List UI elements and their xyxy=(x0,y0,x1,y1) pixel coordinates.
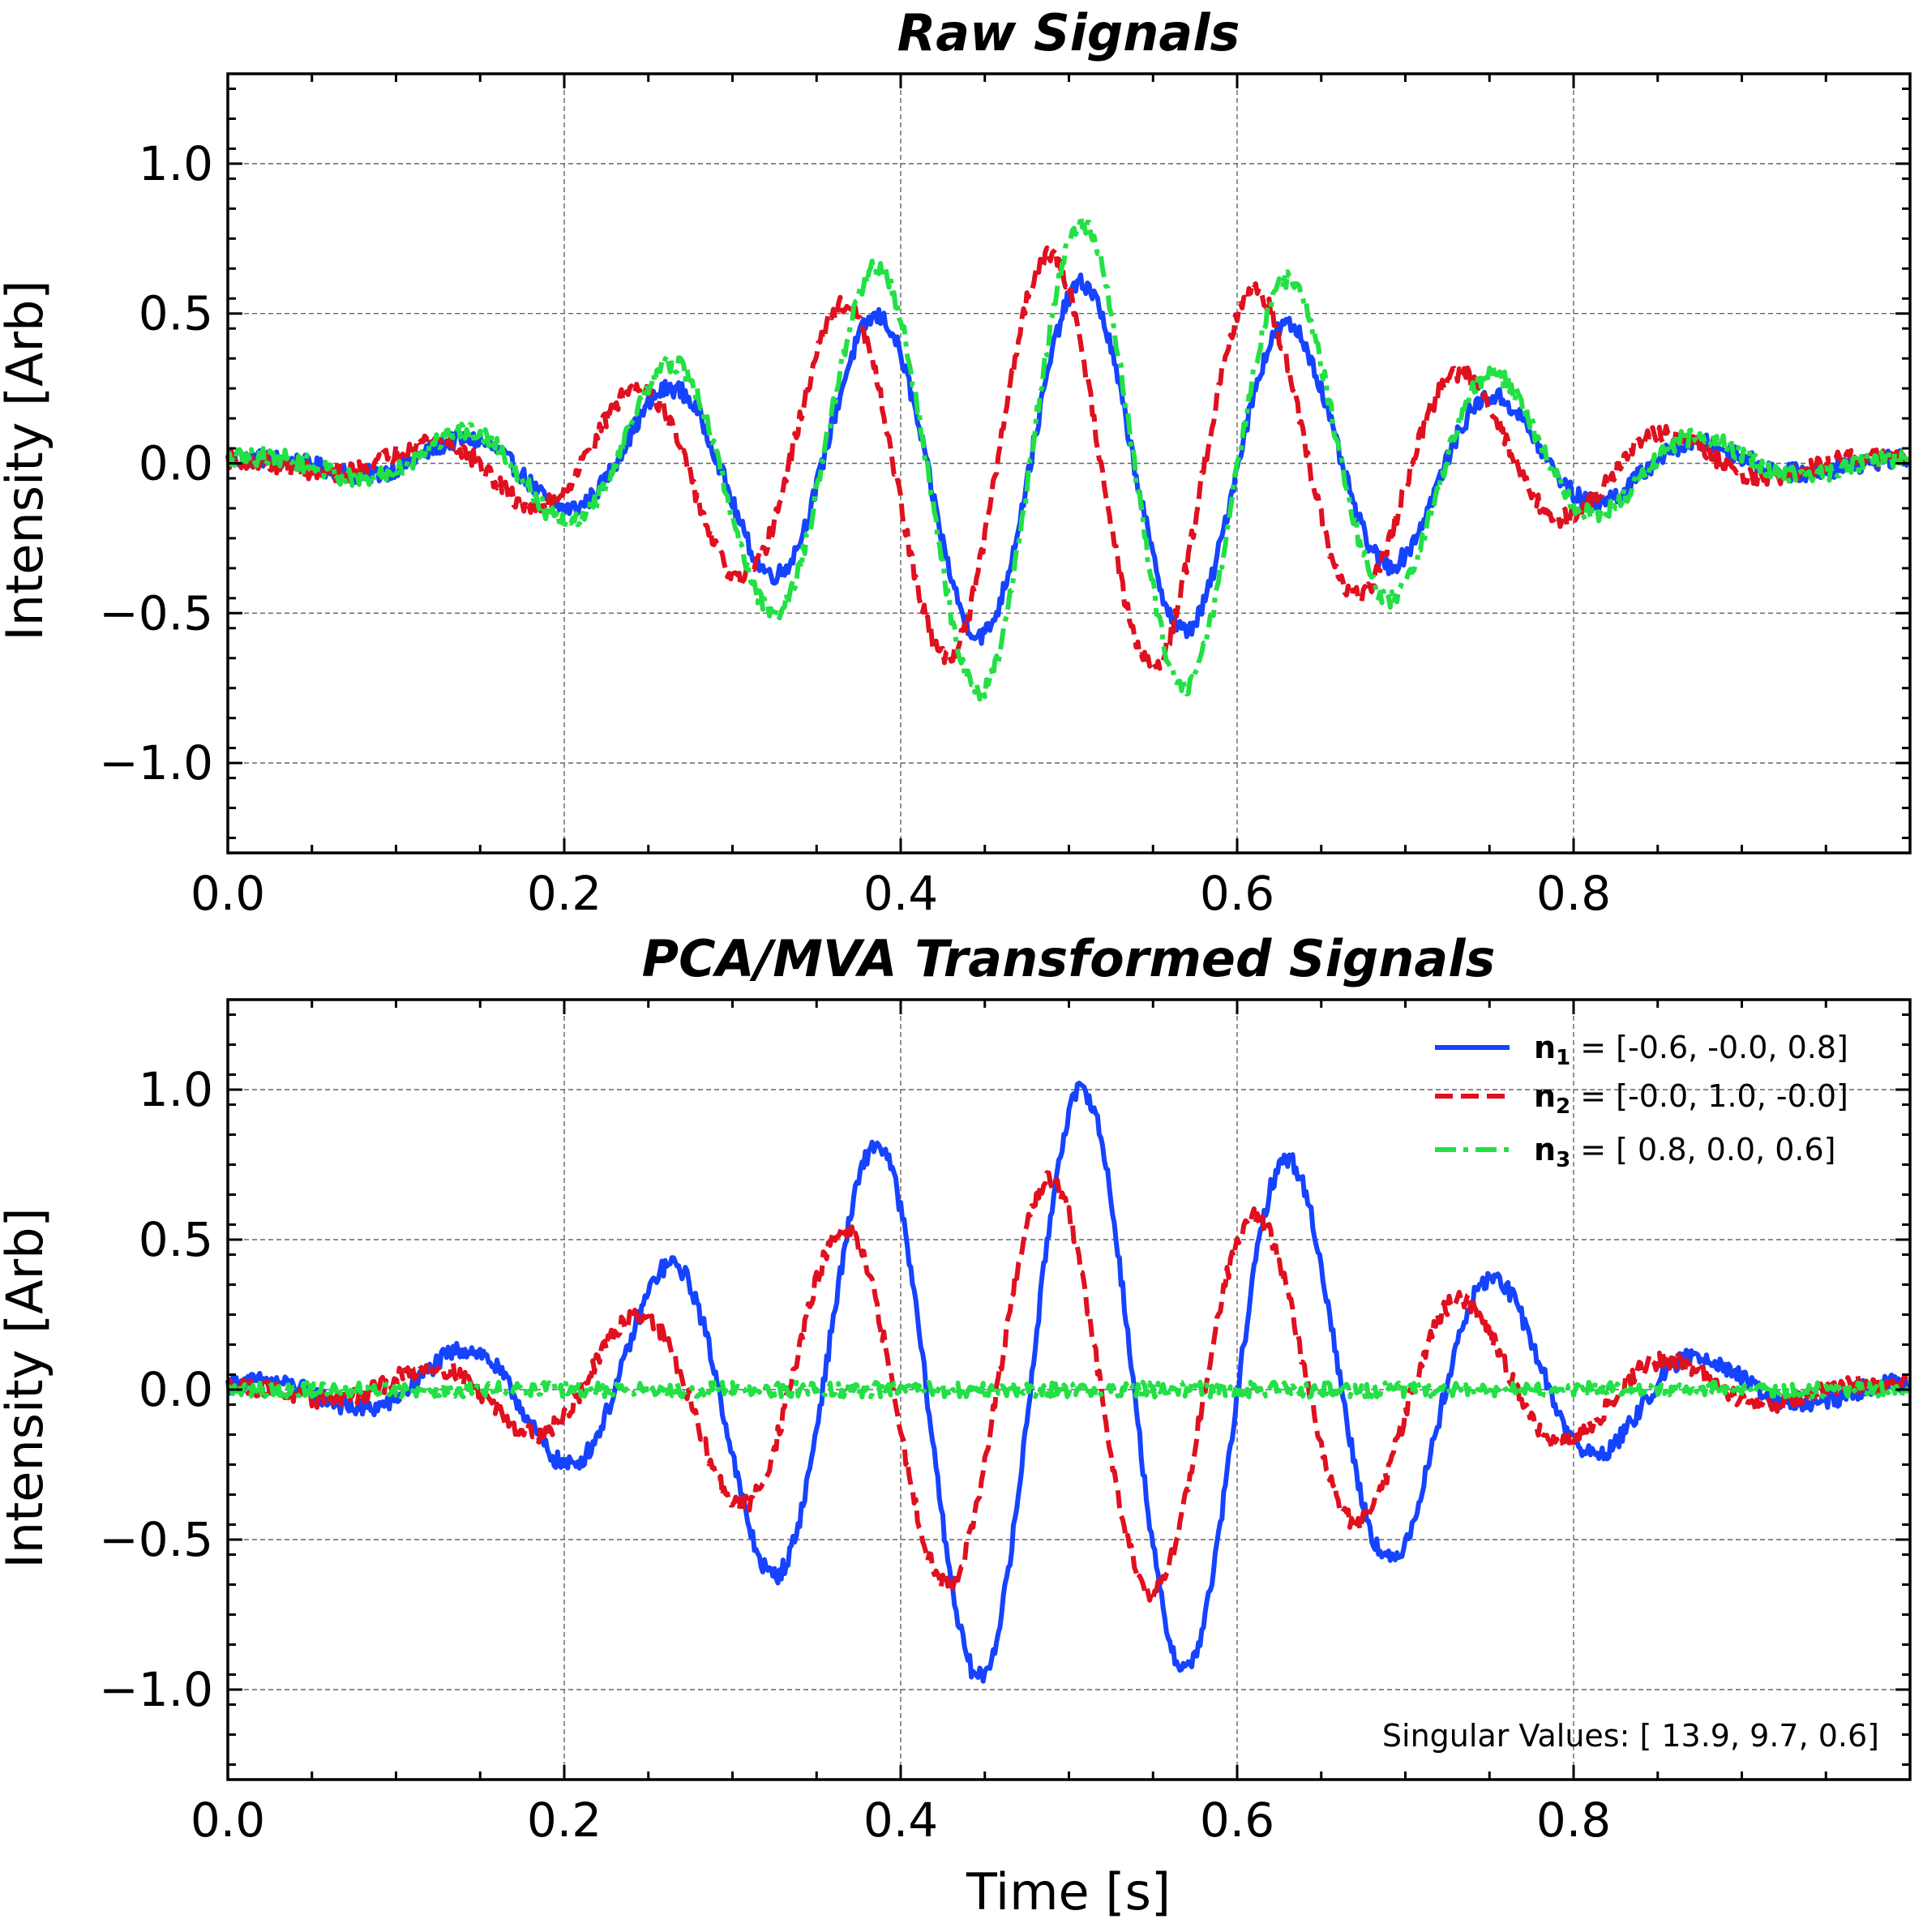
transformed-signals-y-tick-label: 0.0 xyxy=(139,1362,213,1417)
transformed-signals-y-tick-label: −1.0 xyxy=(99,1662,213,1717)
raw-signals-panel: Raw Signals 0.0 0.2 0.4 0.6 0.8 1.0 0.5 0.0 −0.… xyxy=(0,3,1912,921)
x-axis-label: Time [s] xyxy=(966,1862,1171,1921)
legend-value-n1: = [-0.6, -0.0, 0.8] xyxy=(1570,1030,1848,1065)
legend-entry-n3: n3 = [ 0.8, 0.0, 0.6] xyxy=(1435,1132,1836,1172)
raw-signals-x-tick-labels: 0.0 0.2 0.4 0.6 0.8 xyxy=(191,866,1611,921)
legend-name-n2: n xyxy=(1534,1078,1556,1114)
transformed-signals-y-tick-label: 0.5 xyxy=(139,1212,213,1267)
raw-signals-x-tick-label: 0.2 xyxy=(527,866,602,921)
transformed-signals-y-axis-label: Intensity [Arb] xyxy=(0,1207,54,1568)
transformed-signals-series-1-line xyxy=(225,1080,1911,1684)
raw-signals-y-axis-label: Intensity [Arb] xyxy=(0,280,54,640)
transformed-signals-x-tick-label: 0.0 xyxy=(191,1793,265,1848)
raw-signals-y-tick-labels: 1.0 0.5 0.0 −0.5 −1.0 xyxy=(99,136,213,790)
legend-value-n2: = [-0.0, 1.0, -0.0] xyxy=(1570,1078,1848,1114)
transformed-signals-x-tick-label: 0.4 xyxy=(863,1793,938,1848)
transformed-signals-x-tick-label: 0.8 xyxy=(1536,1793,1611,1848)
raw-signals-x-tick-label: 0.6 xyxy=(1200,866,1274,921)
raw-signals-series-2-line xyxy=(225,245,1911,671)
transformed-signals-y-tick-label: −0.5 xyxy=(99,1512,213,1567)
transformed-signals-y-tick-label: 1.0 xyxy=(139,1062,213,1117)
legend-entry-n1: n1 = [-0.6, -0.0, 0.8] xyxy=(1435,1030,1848,1070)
legend-name-n3: n xyxy=(1534,1132,1556,1167)
raw-signals-x-tick-label: 0.0 xyxy=(191,866,265,921)
legend-sub-n1: 1 xyxy=(1556,1046,1570,1070)
raw-signals-series-3-line xyxy=(225,213,1911,702)
raw-signals-y-tick-label: 0.0 xyxy=(139,436,213,491)
raw-signals-y-tick-label: 1.0 xyxy=(139,136,213,191)
svg-text:n2 = [-0.0, 1.0, -0.0]: n2 = [-0.0, 1.0, -0.0] xyxy=(1534,1078,1848,1119)
raw-signals-y-tick-label: −1.0 xyxy=(99,735,213,790)
transformed-signals-frame xyxy=(226,998,1912,1781)
transformed-signals-series xyxy=(225,1080,1911,1684)
svg-text:n3 = [ 0.8, 0.0, 0.6]: n3 = [ 0.8, 0.0, 0.6] xyxy=(1534,1132,1836,1172)
raw-signals-frame xyxy=(226,72,1912,855)
raw-signals-x-tick-label: 0.4 xyxy=(863,866,938,921)
transformed-signals-panel: PCA/MVA Transformed Signals 0.0 0.2 0.4 0.6… xyxy=(0,929,1912,1921)
legend-sub-n2: 2 xyxy=(1556,1095,1570,1119)
raw-signals-y-tick-label: 0.5 xyxy=(139,286,213,341)
legend-entry-n2: n2 = [-0.0, 1.0, -0.0] xyxy=(1435,1078,1848,1119)
raw-signals-series-1-line xyxy=(225,272,1910,646)
singular-values-annotation: Singular Values: [ 13.9, 9.7, 0.6] xyxy=(1382,1718,1879,1754)
legend-sub-n3: 3 xyxy=(1556,1148,1570,1172)
transformed-signals-x-tick-label: 0.6 xyxy=(1200,1793,1274,1848)
transformed-signals-x-tick-labels: 0.0 0.2 0.4 0.6 0.8 xyxy=(191,1793,1611,1848)
legend-value-n3: = [ 0.8, 0.0, 0.6] xyxy=(1570,1132,1835,1167)
raw-signals-title: Raw Signals xyxy=(897,3,1240,62)
svg-text:n1 = [-0.6, -0.0, 0.8]: n1 = [-0.6, -0.0, 0.8] xyxy=(1534,1030,1848,1070)
raw-signals-x-tick-label: 0.8 xyxy=(1536,866,1611,921)
raw-signals-series xyxy=(225,213,1911,702)
transformed-signals-series-2-line xyxy=(226,1170,1911,1603)
transformed-signals-series-3-line xyxy=(225,1379,1911,1400)
legend-name-n1: n xyxy=(1534,1030,1556,1065)
transformed-signals-y-tick-labels: 1.0 0.5 0.0 −0.5 −1.0 xyxy=(99,1062,213,1717)
legend: n1 = [-0.6, -0.0, 0.8] n2 = [-0.0, 1.0, … xyxy=(1435,1030,1848,1172)
transformed-signals-x-tick-label: 0.2 xyxy=(527,1793,602,1848)
raw-signals-y-tick-label: −0.5 xyxy=(99,585,213,640)
transformed-signals-title: PCA/MVA Transformed Signals xyxy=(642,929,1496,988)
